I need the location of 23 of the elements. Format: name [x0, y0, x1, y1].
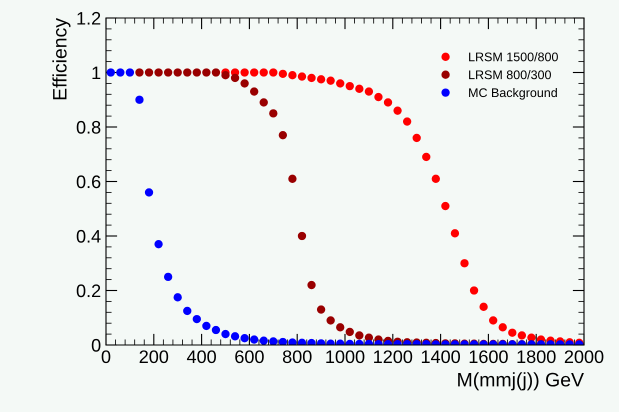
- x-tick-label: 800: [282, 350, 312, 364]
- y-tick-label: 1.2: [77, 12, 100, 25]
- x-tick-label: 1400: [422, 350, 460, 364]
- x-tick-label: 1600: [470, 350, 508, 364]
- legend-label: MC Background: [469, 88, 557, 100]
- y-tick-label: 0.4: [76, 230, 101, 243]
- x-tick-label: 400: [186, 350, 216, 364]
- y-tick-label: 0.8: [76, 120, 100, 134]
- x-tick-label: 600: [235, 350, 264, 364]
- x-axis-title: M(mmj(j)) GeV: [458, 372, 584, 390]
- x-tick-label: 200: [140, 350, 168, 364]
- y-tick-label: 0.2: [76, 284, 100, 298]
- y-tick-label: 0: [92, 338, 100, 352]
- y-axis-title: Efficiency: [52, 18, 70, 100]
- x-tick-label: 0: [102, 350, 110, 364]
- x-tick-label: 1000: [326, 350, 364, 364]
- legend-label: LRSM 1500/800: [469, 52, 558, 62]
- y-tick-label: 0.6: [76, 175, 100, 188]
- x-tick-label: 1800: [517, 350, 556, 364]
- y-tick-label: 1: [92, 66, 100, 80]
- x-tick-label: 2000: [564, 350, 604, 364]
- legend-label: LRSM 800/300: [469, 70, 551, 80]
- x-tick-label: 1200: [374, 350, 412, 364]
